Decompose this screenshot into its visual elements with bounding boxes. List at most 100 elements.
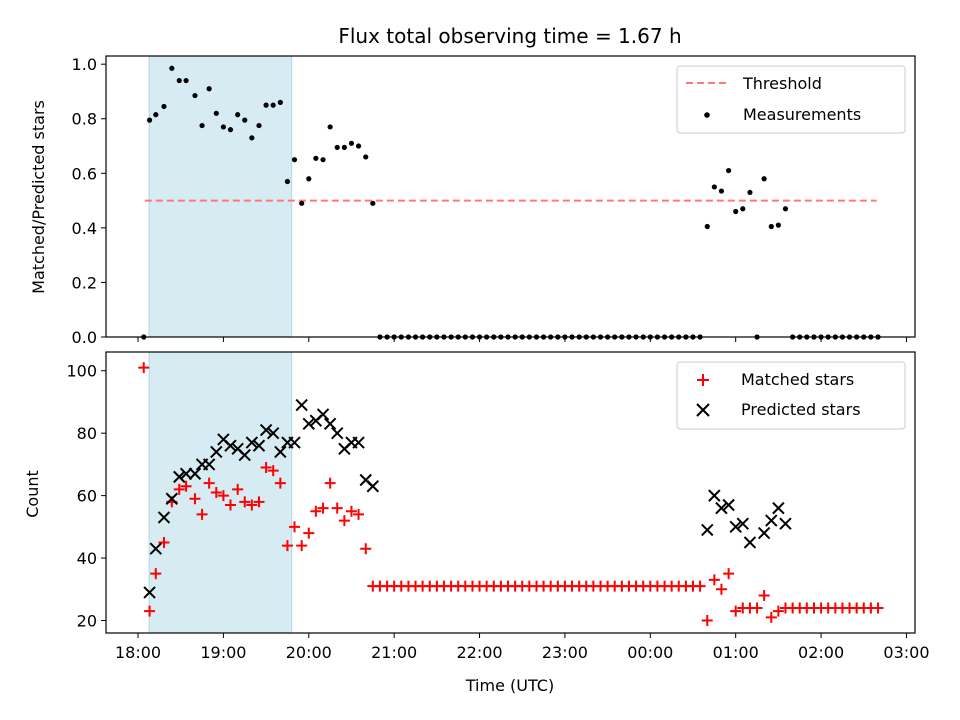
predicted-star-point xyxy=(245,436,259,449)
matched-star-point xyxy=(723,568,735,580)
measurement-point xyxy=(718,188,725,194)
predicted-star-point xyxy=(238,448,251,462)
matched-star-point xyxy=(274,477,286,489)
measurement-point xyxy=(220,124,227,130)
predicted-star-point xyxy=(765,514,778,527)
matched-star-point xyxy=(751,602,763,614)
matched-star-point xyxy=(715,583,727,595)
matched-star-point xyxy=(224,499,236,511)
matched-star-point xyxy=(289,521,301,533)
bottom-y-axis-label: Count xyxy=(23,470,42,518)
measurement-point xyxy=(206,86,212,92)
measurement-point xyxy=(227,127,234,133)
predicted-star-point xyxy=(302,417,315,431)
bottom-legend-box xyxy=(676,361,906,430)
legend-threshold-label: Threshold xyxy=(742,74,822,93)
x-tick-label: 18:00 xyxy=(115,643,161,662)
measurement-point xyxy=(782,206,789,212)
matched-star-point xyxy=(772,605,784,617)
matched-star-point xyxy=(708,574,720,586)
chart-title: Flux total observing time = 1.67 h xyxy=(338,24,681,48)
predicted-star-point xyxy=(743,536,757,549)
predicted-star-point xyxy=(202,458,216,471)
matched-star-point xyxy=(260,462,272,474)
top-y-axis-label: Matched/Predicted stars xyxy=(29,100,48,294)
x-tick-label: 03:00 xyxy=(883,643,929,662)
matched-star-point xyxy=(694,580,706,592)
x-tick-label: 02:00 xyxy=(798,643,844,662)
predicted-star-point xyxy=(295,398,308,412)
matched-star-point xyxy=(701,615,713,627)
predicted-star-point xyxy=(722,498,735,512)
predicted-star-point xyxy=(708,489,721,502)
x-tick-label: 00:00 xyxy=(627,643,673,662)
matched-star-point xyxy=(317,502,329,514)
matched-star-point xyxy=(239,496,251,508)
bottom-plot-frame xyxy=(105,351,916,634)
predicted-star-point xyxy=(757,526,771,540)
predicted-star-point xyxy=(701,523,714,537)
measurement-point xyxy=(192,92,198,99)
predicted-star-point xyxy=(316,408,330,421)
top-y-tick-label: 1.0 xyxy=(72,55,97,74)
matched-star-point xyxy=(281,540,293,552)
matched-star-point xyxy=(872,602,884,614)
bottom-y-tick-label: 40 xyxy=(77,549,97,568)
measurement-point xyxy=(334,144,340,150)
matched-star-point xyxy=(730,605,742,617)
matched-star-point xyxy=(138,362,150,374)
bottom-y-tick-label: 80 xyxy=(77,424,97,443)
matched-star-point xyxy=(180,480,192,492)
measurement-point xyxy=(256,122,262,129)
x-tick-label: 19:00 xyxy=(200,643,246,662)
measurement-point xyxy=(291,157,298,163)
matched-star-point xyxy=(232,483,244,495)
legend-measurements-swatch xyxy=(704,112,710,118)
predicted-star-point xyxy=(288,436,301,449)
matched-star-point xyxy=(217,490,229,502)
predicted-star-point xyxy=(729,520,742,534)
bottom-x-ticks: 18:00 19:00 20:00 21:00 22:00 23:00 00:00 01:00… xyxy=(115,633,930,662)
predicted-star-point xyxy=(331,426,344,440)
measurement-point xyxy=(768,223,774,230)
predicted-star-point xyxy=(179,467,193,480)
predicted-star-point xyxy=(736,517,749,530)
x-tick-label: 22:00 xyxy=(456,643,502,662)
matched-star-point xyxy=(758,590,770,602)
matched-star-point xyxy=(324,477,336,489)
matched-star-point xyxy=(203,477,215,489)
predicted-star-point xyxy=(188,467,202,480)
measurement-point xyxy=(341,144,347,150)
predicted-star-point xyxy=(224,439,237,452)
measurement-point xyxy=(249,135,255,141)
measurement-point xyxy=(153,112,159,118)
x-tick-label: 21:00 xyxy=(371,643,417,662)
measurement-point xyxy=(775,222,781,228)
top-y-tick-label: 0.2 xyxy=(72,273,97,292)
matched-star-point xyxy=(144,605,156,617)
predicted-star-point xyxy=(259,423,273,437)
measurement-point xyxy=(277,99,283,105)
measurement-point xyxy=(355,143,362,149)
legend-matched-swatch xyxy=(697,374,709,386)
measurement-point xyxy=(747,189,753,196)
matched-star-point xyxy=(303,527,315,539)
x-tick-label: 20:00 xyxy=(286,643,332,662)
matched-star-point xyxy=(310,505,322,517)
predicted-star-point xyxy=(779,517,792,530)
top-y-tick-label: 0.8 xyxy=(72,110,97,129)
measurement-point xyxy=(161,103,167,110)
predicted-star-point xyxy=(210,445,223,459)
predicted-star-point xyxy=(157,511,171,524)
measurement-point xyxy=(270,102,276,108)
measurement-point xyxy=(740,206,746,212)
measurement-point xyxy=(284,178,291,185)
measurement-point xyxy=(320,157,326,163)
measurement-point xyxy=(213,110,219,116)
measurement-point xyxy=(306,176,312,182)
bottom-y-ticks: 20 40 60 80 100 xyxy=(66,362,106,631)
measurement-point xyxy=(263,102,269,108)
bottom-series-points xyxy=(138,362,884,627)
measurement-point xyxy=(146,117,153,123)
top-panel: 0.0 0.2 0.4 0.6 0.8 1.0 Matched/Predicted sta… xyxy=(29,55,916,347)
